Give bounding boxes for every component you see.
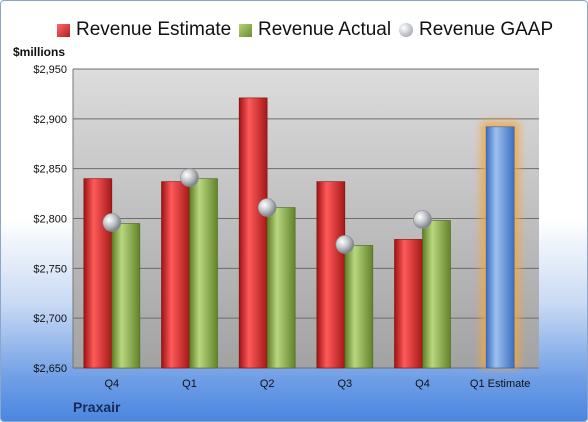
legend-item-revenue-estimate: Revenue Estimate: [57, 17, 231, 43]
bar-revenue-estimate: [161, 181, 190, 369]
legend-label-estimate: Revenue Estimate: [76, 19, 232, 40]
legend-label-gaap: Revenue GAAP: [419, 19, 554, 40]
legend-item-revenue-actual: Revenue Actual: [239, 17, 391, 43]
marker-revenue-gaap: [335, 235, 355, 254]
marker-revenue-gaap: [180, 168, 199, 187]
bars: [83, 97, 520, 369]
legend-item-revenue-gaap: Revenue GAAP: [399, 17, 553, 43]
bar-revenue-estimate: [238, 97, 268, 369]
bar-revenue-actual: [111, 223, 141, 369]
bar-revenue-actual: [189, 178, 218, 369]
y-tick-label: $2,750: [33, 263, 67, 275]
y-axis-ticks: $2,650 $2,700 $2,750 $2,800 $2,850 $2,900 $2,9…: [33, 64, 67, 375]
bar-revenue-actual: [422, 220, 451, 369]
bar-revenue-projection: [485, 126, 515, 369]
bar-revenue-estimate: [316, 181, 346, 369]
x-tick-label: Q2: [260, 378, 275, 390]
y-tick-label: $2,950: [33, 64, 67, 76]
marker-revenue-gaap: [102, 213, 122, 232]
x-tick-label: Q4: [104, 378, 119, 390]
x-tick-label: Q4: [415, 378, 430, 390]
y-tick-label: $2,900: [33, 114, 67, 126]
bar-revenue-estimate: [394, 239, 423, 369]
legend-swatch-gaap: [399, 23, 413, 37]
legend-label-actual: Revenue Actual: [258, 19, 392, 40]
x-tick-label: Q1 Estimate: [470, 378, 531, 390]
company-name: Praxair: [73, 399, 121, 415]
y-axis-unit-label: $millions: [13, 45, 66, 59]
y-tick-label: $2,650: [33, 363, 67, 375]
x-tick-label: Q3: [337, 378, 352, 390]
bar-revenue-actual: [266, 207, 296, 369]
x-axis-ticks: Q4 Q1 Q2 Q3 Q4 Q1 Estimate: [104, 378, 530, 390]
marker-revenue-gaap: [257, 198, 277, 217]
legend-swatch-actual: [239, 23, 252, 37]
legend: Revenue Estimate Revenue Actual Revenue …: [1, 17, 587, 43]
y-tick-label: $2,850: [33, 164, 67, 176]
y-tick-label: $2,800: [33, 214, 67, 226]
y-tick-label: $2,700: [33, 313, 67, 325]
bar-revenue-actual: [344, 245, 374, 369]
bar-revenue-estimate: [83, 178, 113, 369]
gaap-markers: [102, 168, 432, 254]
marker-revenue-gaap: [413, 210, 432, 229]
x-tick-label: Q1: [182, 378, 197, 390]
legend-swatch-estimate: [57, 23, 70, 37]
gridlines: [72, 68, 539, 369]
